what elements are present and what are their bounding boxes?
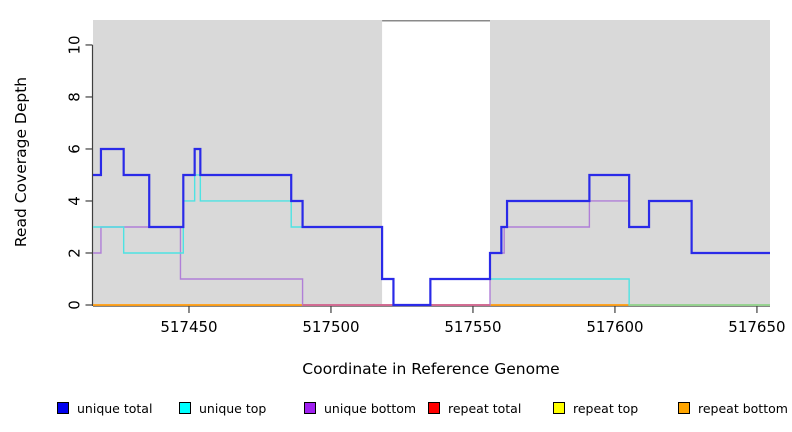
- x-tick-label: 517600: [586, 318, 643, 336]
- legend-label: repeat top: [573, 400, 639, 416]
- x-tick-label: 517450: [160, 318, 217, 336]
- legend-swatch-unique-bottom: [304, 402, 316, 414]
- x-tick-label: 517500: [302, 318, 359, 336]
- legend-item-repeat-total: repeat total: [428, 399, 521, 417]
- legend-item-unique-top: unique top: [179, 399, 266, 417]
- legend-label: unique top: [199, 400, 267, 416]
- series-line-unique-total: [93, 147, 770, 307]
- legend-swatch-unique-top: [179, 402, 191, 414]
- plot-layer: 517450 517500 517550 517600 517650 0 2 4 6 8 10: [66, 20, 786, 336]
- x-tick-label: 517650: [728, 318, 785, 336]
- legend-swatch-unique-total: [57, 402, 69, 414]
- y-tick-label: 0: [66, 300, 84, 310]
- x-axis-title: Coordinate in Reference Genome: [302, 360, 559, 378]
- legend-item-repeat-bottom: repeat bottom: [678, 399, 788, 417]
- y-tick-label: 8: [66, 92, 84, 102]
- legend-item-unique-bottom: unique bottom: [304, 399, 416, 417]
- legend-label: repeat bottom: [698, 400, 788, 416]
- legend-swatch-repeat-total: [428, 402, 440, 414]
- legend-item-unique-total: unique total: [57, 399, 152, 417]
- legend-label: unique bottom: [324, 400, 417, 416]
- legend-label: unique total: [77, 400, 153, 416]
- chart-legend: unique total unique top unique bottom repea…: [0, 399, 792, 421]
- legend-swatch-repeat-top: [553, 402, 565, 414]
- x-tick-label: 517550: [444, 318, 501, 336]
- y-tick-label: 6: [66, 144, 84, 154]
- legend-label: repeat total: [448, 400, 522, 416]
- masked-region: [382, 20, 490, 306]
- legend-swatch-repeat-bottom: [678, 402, 690, 414]
- y-tick-label: 2: [66, 248, 84, 258]
- y-tick-label: 10: [66, 35, 84, 54]
- y-axis-title: Read Coverage Depth: [12, 77, 30, 247]
- legend-item-repeat-top: repeat top: [553, 399, 638, 417]
- y-tick-label: 4: [66, 196, 84, 206]
